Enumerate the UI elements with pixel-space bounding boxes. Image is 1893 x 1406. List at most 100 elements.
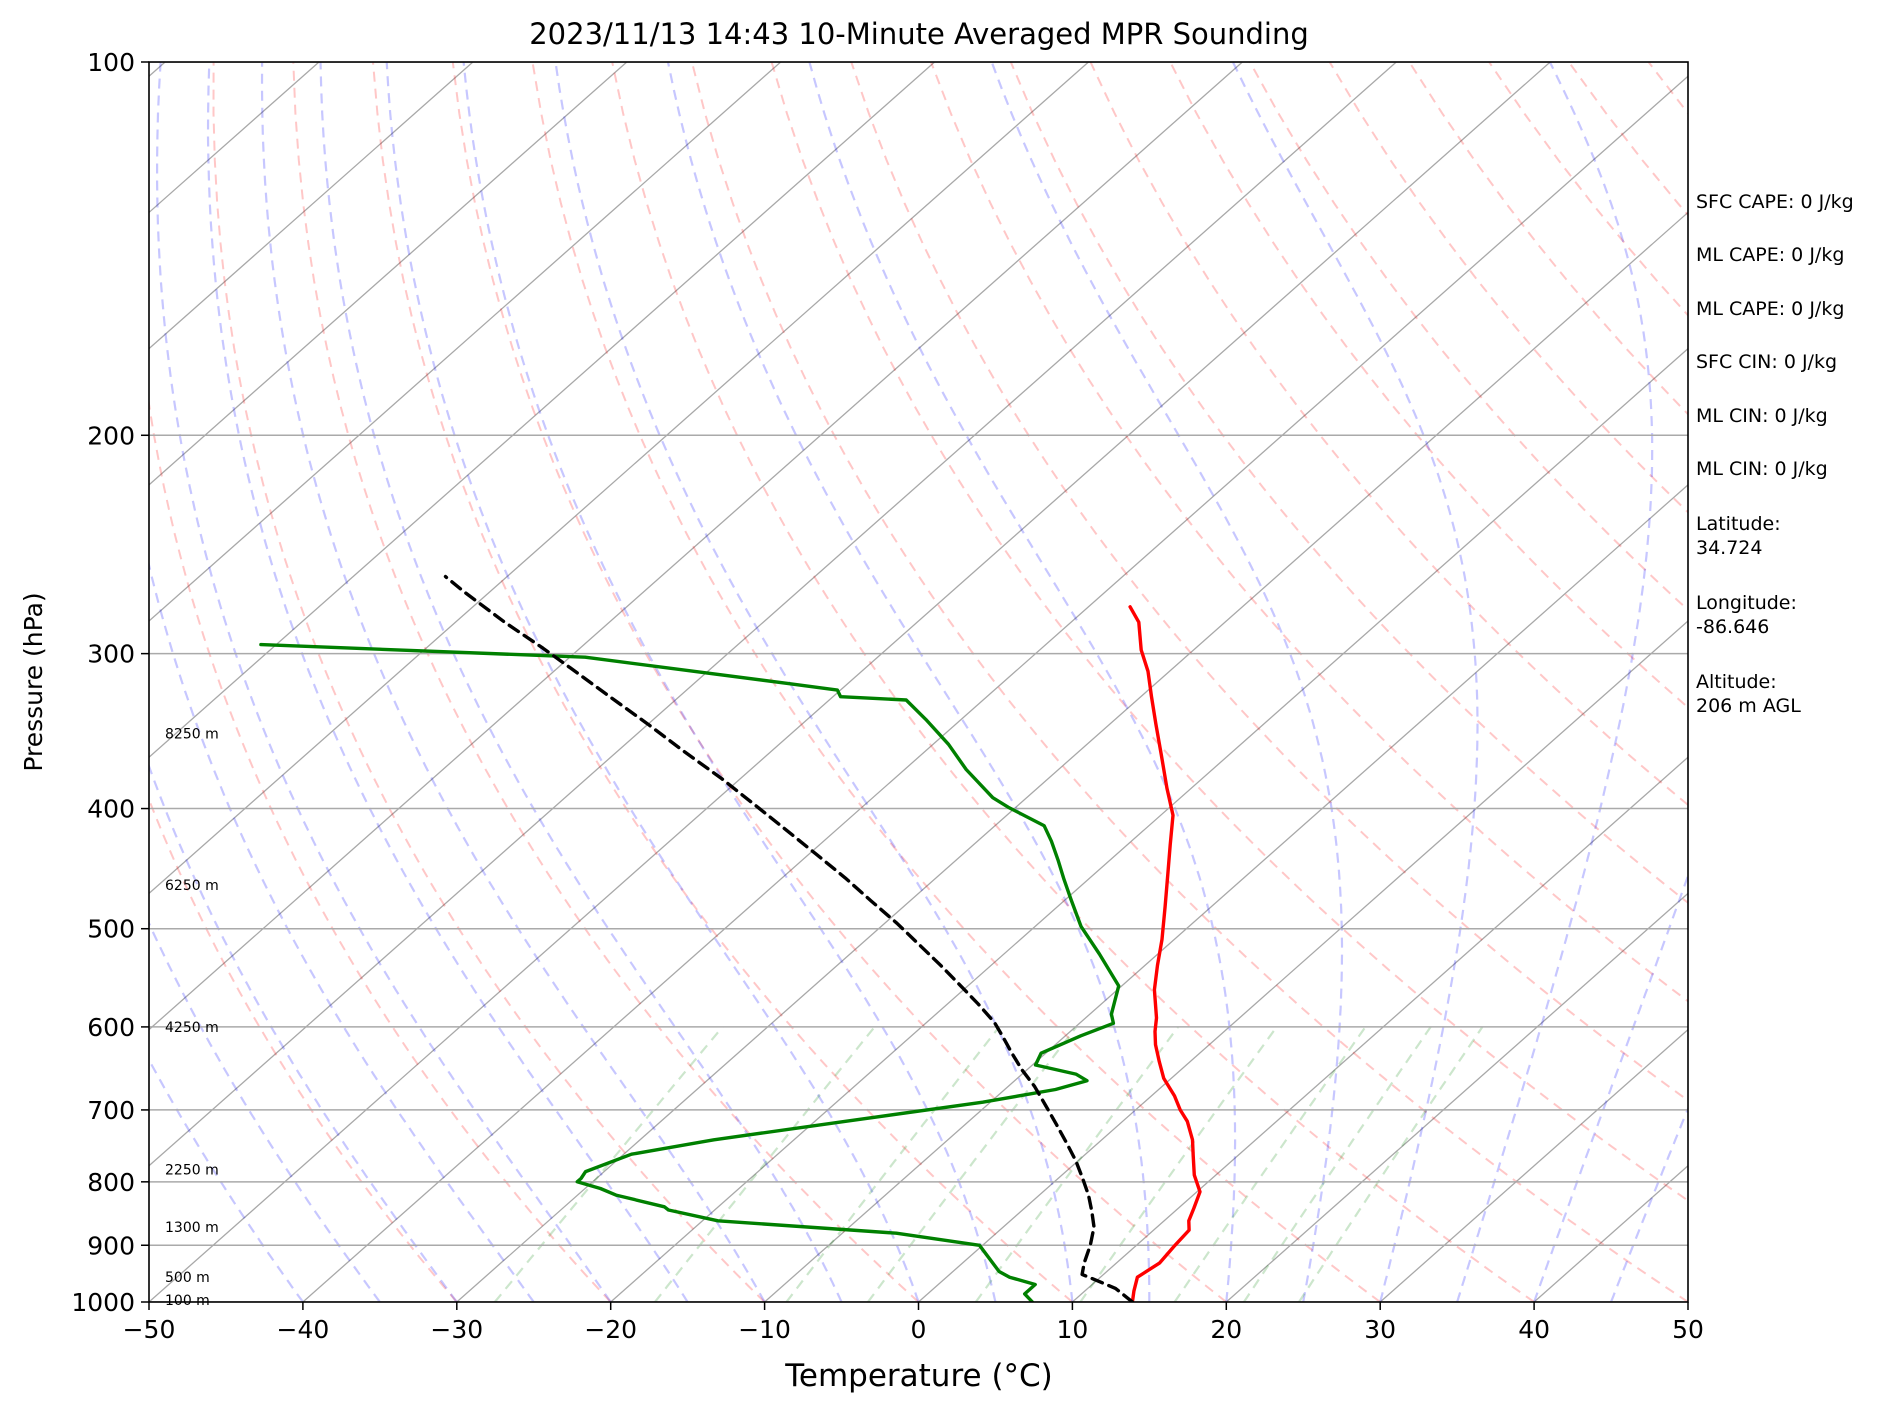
dry-adiabat-line — [611, 62, 1535, 1302]
parcel-line — [443, 574, 1135, 1302]
background-lines — [0, 62, 1893, 1302]
isotherm-line — [149, 62, 782, 622]
y-tick-label: 1000 — [71, 1288, 135, 1317]
info-ml-cape-2: ML CAPE: 0 J/kg — [1696, 298, 1845, 320]
moist-adiabat-line — [385, 62, 920, 1302]
moist-adiabat-line — [149, 920, 381, 1302]
y-tick-label: 700 — [87, 1096, 135, 1125]
info-ml-cape: ML CAPE: 0 J/kg — [1696, 244, 1845, 266]
isotherm-line — [1225, 892, 1688, 1302]
info-latitude: Latitude: 34.724 — [1696, 513, 1781, 559]
isotherm-line — [456, 211, 1688, 1302]
moist-adiabat-line — [149, 1057, 304, 1302]
moist-adiabat-line — [260, 62, 766, 1302]
y-tick-label: 900 — [87, 1231, 135, 1260]
moist-adiabat-line — [156, 62, 612, 1302]
x-axis-ticks: −50 −40 −30 −20 −10 0 10 20 30 40 50 — [123, 1302, 1704, 1344]
isotherm-line — [149, 62, 1397, 1167]
height-label: 6250 m — [165, 878, 219, 894]
y-tick-label: 100 — [87, 48, 135, 77]
x-tick-label: −20 — [584, 1315, 637, 1344]
x-axis-label: Temperature (°C) — [784, 1358, 1053, 1394]
moist-adiabat-line — [1456, 62, 1654, 1302]
dry-adiabat-line — [930, 62, 1688, 1003]
dry-adiabat-line — [850, 62, 1688, 1102]
dry-adiabat-line — [149, 397, 612, 1302]
sounding-series — [259, 574, 1202, 1302]
x-tick-label: 20 — [1210, 1315, 1242, 1344]
isotherm-line — [0, 62, 11, 1302]
isotherm-line — [764, 483, 1688, 1302]
dry-adiabat-line — [292, 62, 920, 1302]
isotherm-line — [1071, 756, 1688, 1302]
moist-adiabat-line — [149, 560, 535, 1302]
dry-adiabat-line — [770, 62, 1688, 1202]
height-label: 4250 m — [165, 1020, 219, 1036]
info-longitude: Longitude: -86.646 — [1696, 592, 1797, 638]
x-tick-label: −40 — [277, 1315, 330, 1344]
moist-adiabat-line — [990, 62, 1344, 1302]
isotherm-line — [918, 620, 1688, 1302]
moist-adiabat-line — [808, 62, 1237, 1302]
isotherm-line — [149, 62, 1089, 895]
dry-adiabat-line — [1089, 62, 1688, 807]
moist-adiabat-line — [1533, 872, 1688, 1302]
y-axis-label: Pressure (hPa) — [19, 592, 48, 771]
moist-adiabat-line — [206, 62, 689, 1302]
isotherm-line — [1379, 1028, 1688, 1302]
moist-adiabat-line — [1231, 62, 1479, 1302]
chart-title: 2023/11/13 14:43 10-Minute Averaged MPR … — [529, 17, 1309, 51]
isotherm-line — [149, 62, 936, 759]
info-ml-cin: ML CIN: 0 J/kg — [1696, 405, 1828, 427]
moist-adiabat-line — [666, 62, 1151, 1302]
dry-adiabat-line — [212, 62, 766, 1302]
info-sfc-cin: SFC CIN: 0 J/kg — [1696, 351, 1838, 373]
x-tick-label: −30 — [430, 1315, 483, 1344]
height-label: 100 m — [165, 1293, 210, 1309]
moist-adiabat-line — [462, 62, 997, 1302]
height-label: 8250 m — [165, 727, 219, 743]
dry-adiabat-line — [372, 62, 1074, 1302]
moist-adiabat-line — [554, 62, 1074, 1302]
dry-adiabat-line — [1888, 62, 1893, 1302]
isotherm-line — [149, 62, 1243, 1031]
x-tick-label: −10 — [738, 1315, 791, 1344]
dry-adiabat-line — [531, 62, 1381, 1302]
y-tick-label: 200 — [87, 421, 135, 450]
y-tick-label: 500 — [87, 915, 135, 944]
dry-adiabat-line — [1009, 62, 1688, 905]
x-tick-label: 40 — [1518, 1315, 1550, 1344]
moist-adiabat-line — [149, 763, 458, 1302]
height-label: 2250 m — [165, 1163, 219, 1179]
isotherm-line — [149, 62, 1551, 1302]
y-tick-label: 800 — [87, 1168, 135, 1197]
dry-adiabat-line — [149, 796, 458, 1302]
moist-adiabat-line — [319, 62, 843, 1302]
x-tick-label: 0 — [911, 1315, 927, 1344]
moist-adiabat-line — [1609, 1105, 1688, 1302]
x-tick-label: −50 — [123, 1315, 176, 1344]
dry-adiabat-line — [1249, 62, 1688, 612]
dewpoint-line — [259, 642, 1121, 1302]
height-label: 1300 m — [165, 1220, 219, 1236]
y-tick-label: 300 — [87, 640, 135, 669]
x-tick-label: 50 — [1672, 1315, 1704, 1344]
height-labels: 100 m 500 m 1300 m 2250 m 4250 m 6250 m 8250 m — [165, 727, 219, 1309]
plot-frame — [148, 61, 1689, 1303]
y-axis-ticks: 1000 900 800 700 600 500 400 300 200 100 — [71, 48, 149, 1317]
info-ml-cin-2: ML CIN: 0 J/kg — [1696, 458, 1828, 480]
y-tick-label: 400 — [87, 795, 135, 824]
info-sfc-cape: SFC CAPE: 0 J/kg — [1696, 191, 1854, 213]
mixing-ratio-line — [1079, 1026, 1278, 1302]
mixing-ratio-line — [785, 1026, 1001, 1302]
isotherm-line — [610, 347, 1688, 1302]
dry-adiabat-line — [690, 62, 1688, 1302]
x-tick-label: 10 — [1056, 1315, 1088, 1344]
height-label: 500 m — [165, 1270, 210, 1286]
temperature-line — [1128, 605, 1202, 1302]
dry-adiabat-line — [451, 62, 1227, 1302]
isotherm-line — [149, 62, 628, 486]
isotherm-line — [302, 75, 1688, 1302]
info-altitude: Altitude: 206 m AGL — [1696, 671, 1801, 717]
